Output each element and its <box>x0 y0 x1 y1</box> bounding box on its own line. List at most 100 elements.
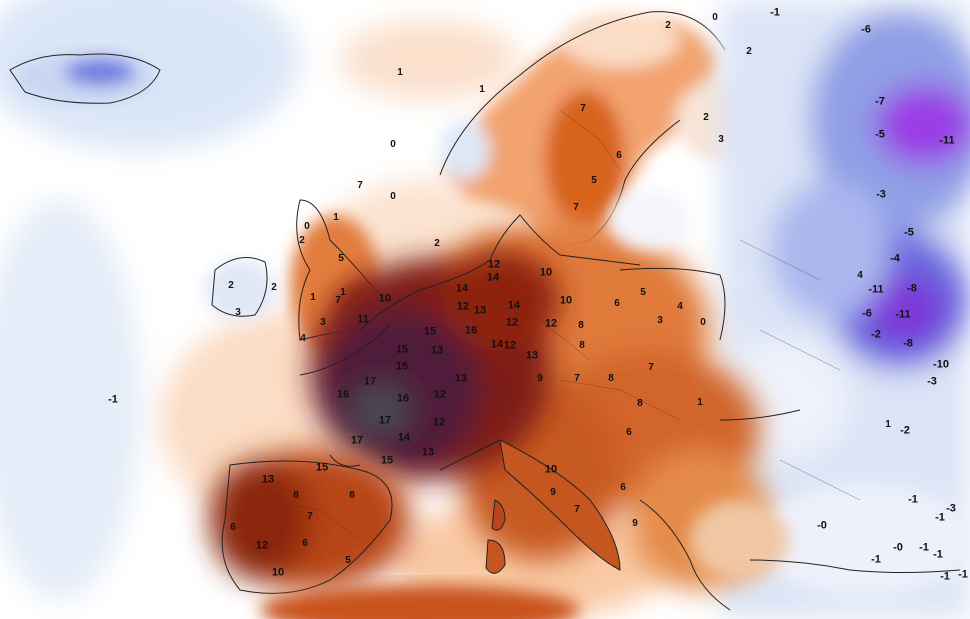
anomaly-value-label: 0 <box>700 317 706 328</box>
anomaly-value-label: 12 <box>433 388 447 401</box>
anomaly-value-label: 9 <box>537 373 543 384</box>
anomaly-value-label: -3 <box>946 502 956 515</box>
anomaly-value-label: 15 <box>395 360 409 373</box>
anomaly-value-label: 2 <box>271 282 277 293</box>
anomaly-value-label: 6 <box>614 298 620 309</box>
anomaly-value-label: -11 <box>868 283 884 296</box>
anomaly-value-label: -1 <box>933 548 943 561</box>
iceland-coast <box>9 53 161 104</box>
regional-borders <box>259 109 861 541</box>
anomaly-value-label: 2 <box>299 235 305 246</box>
anomaly-value-label: 1 <box>333 212 339 223</box>
anomaly-value-label: 13 <box>454 372 468 385</box>
anomaly-value-label: 13 <box>421 446 435 459</box>
anomaly-value-label: -1 <box>871 553 881 566</box>
anomaly-value-label: -10 <box>933 358 949 371</box>
anomaly-value-label: 8 <box>637 398 643 409</box>
iceland <box>15 53 155 103</box>
anomaly-value-label: 10 <box>378 292 392 305</box>
anomaly-value-label: -2 <box>871 328 881 341</box>
anomaly-value-label: 1 <box>479 84 485 95</box>
anomaly-value-label: 0 <box>390 139 396 150</box>
anomaly-value-label: -5 <box>875 128 885 141</box>
anomaly-value-label: 10 <box>544 463 558 476</box>
anomaly-value-label: 3 <box>235 307 241 318</box>
anomaly-value-label: -0 <box>817 519 827 532</box>
anomaly-value-label: 16 <box>336 388 350 401</box>
anomaly-value-label: 10 <box>271 566 285 579</box>
anomaly-value-label: -11 <box>895 308 911 321</box>
anomaly-value-label: 12 <box>505 316 519 329</box>
anomaly-value-label: 15 <box>423 325 437 338</box>
anomaly-value-label: 8 <box>579 340 585 351</box>
anomaly-value-label: 2 <box>703 112 709 123</box>
anomaly-value-label: 5 <box>640 287 646 298</box>
anomaly-value-label: 7 <box>357 180 363 191</box>
north-africa <box>260 585 580 619</box>
anomaly-value-label: 7 <box>580 103 586 114</box>
anomaly-value-label: 12 <box>255 539 269 552</box>
anomaly-value-label: 13 <box>261 473 275 486</box>
anomaly-value-label: 6 <box>620 482 626 493</box>
anomaly-value-label: -4 <box>890 252 900 265</box>
anomaly-value-label: 4 <box>300 333 306 344</box>
baltic-sea <box>610 190 690 250</box>
anomaly-value-label: 1 <box>885 419 891 430</box>
anomaly-value-label: -2 <box>900 424 910 437</box>
anomaly-value-label: -8 <box>907 282 917 295</box>
anomaly-value-label: 14 <box>507 299 521 312</box>
anomaly-value-label: 0 <box>712 12 718 23</box>
anomaly-value-label: -1 <box>908 493 918 506</box>
anomaly-value-label: 2 <box>434 238 440 249</box>
anomaly-value-label: 12 <box>503 339 517 352</box>
southeast-europe <box>690 490 970 590</box>
anomaly-value-label: -0 <box>893 541 903 554</box>
anomaly-value-label: 14 <box>455 282 469 295</box>
anomaly-value-label: 8 <box>608 373 614 384</box>
iberia-coast <box>221 460 393 594</box>
anomaly-value-label: 6 <box>626 427 632 438</box>
anomaly-value-label: 1 <box>697 397 703 408</box>
anomaly-value-label: -5 <box>904 226 914 239</box>
italy <box>499 439 621 571</box>
anomaly-value-label: -7 <box>875 95 885 108</box>
anomaly-value-label: 16 <box>396 392 410 405</box>
anomaly-value-label: 7 <box>307 511 313 522</box>
anomaly-value-label: -1 <box>935 511 945 524</box>
anomaly-value-label: 15 <box>395 343 409 356</box>
anomaly-value-label: -1 <box>770 6 780 19</box>
anomaly-value-label: 7 <box>648 362 654 373</box>
anomaly-value-label: -1 <box>919 541 929 554</box>
anomaly-value-label: 2 <box>228 280 234 291</box>
anomaly-value-label: 5 <box>591 175 597 186</box>
anomaly-value-label: 2 <box>665 20 671 31</box>
anomaly-value-label: 1 <box>310 292 316 303</box>
anomaly-value-label: 15 <box>315 461 329 474</box>
anomaly-value-label: 17 <box>363 375 377 388</box>
anomaly-value-label: -3 <box>876 188 886 201</box>
anomaly-value-label: -6 <box>862 307 872 320</box>
anomaly-value-label: 17 <box>378 414 392 427</box>
anomaly-value-label: 1 <box>340 287 346 298</box>
ireland-coast <box>211 257 268 317</box>
anomaly-value-label: 14 <box>490 338 504 351</box>
anomaly-value-label: 17 <box>350 434 364 447</box>
anomaly-value-label: 12 <box>544 317 558 330</box>
anomaly-value-label: -1 <box>958 568 968 581</box>
anomaly-value-label: 8 <box>578 320 584 331</box>
anomaly-value-label: 4 <box>677 301 683 312</box>
anomaly-value-label: 1 <box>397 67 403 78</box>
anomaly-value-label: 4 <box>857 270 863 281</box>
anomaly-value-label: 15 <box>380 454 394 467</box>
anomaly-value-label: 8 <box>349 490 355 501</box>
anomaly-value-label: 10 <box>539 266 553 279</box>
anomaly-value-label: 8 <box>293 490 299 501</box>
anomaly-value-label: 14 <box>397 431 411 444</box>
anomaly-value-label: 12 <box>456 300 470 313</box>
anomaly-value-label: -1 <box>108 393 118 406</box>
anomaly-value-label: 3 <box>320 317 326 328</box>
anomaly-value-label: 12 <box>432 416 446 429</box>
anomaly-value-label: 5 <box>345 555 351 566</box>
